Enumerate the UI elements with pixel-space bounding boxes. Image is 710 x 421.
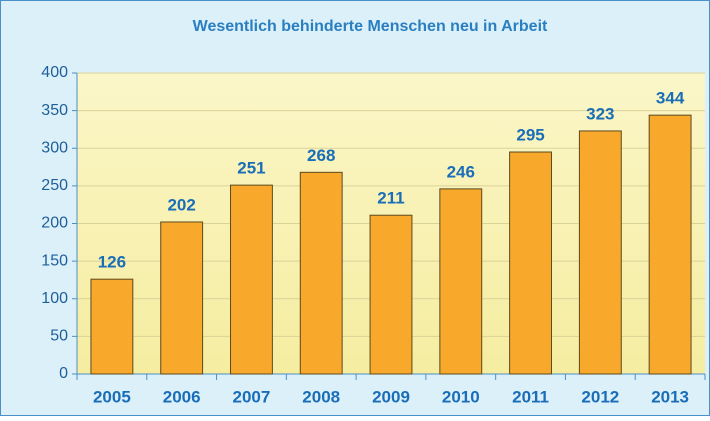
- bar: [578, 130, 622, 375]
- data-label: 246: [447, 162, 475, 181]
- data-label: 126: [98, 253, 126, 272]
- data-label: 211: [377, 189, 404, 208]
- bar: [160, 221, 204, 375]
- x-tick-label: 2011: [512, 387, 549, 406]
- x-tick-label: 2010: [442, 387, 480, 406]
- x-tick-label: 2007: [233, 387, 271, 406]
- x-tick-label: 2005: [93, 387, 131, 406]
- y-tick-label: 200: [41, 215, 68, 232]
- data-label: 323: [586, 104, 614, 123]
- data-label: 202: [167, 195, 195, 214]
- x-tick-label: 2012: [581, 387, 619, 406]
- data-label: 251: [237, 159, 265, 178]
- y-tick-label: 150: [41, 252, 68, 269]
- bar: [230, 184, 273, 375]
- bar: [439, 188, 483, 375]
- bar: [509, 151, 552, 375]
- x-tick-label: 2013: [651, 387, 689, 406]
- y-tick-label: 50: [50, 328, 68, 345]
- data-label: 268: [307, 146, 335, 165]
- y-tick-label: 350: [41, 102, 68, 119]
- y-tick-label: 400: [41, 64, 68, 81]
- x-tick-label: 2008: [302, 387, 340, 406]
- bar: [299, 171, 343, 375]
- data-label: 295: [516, 125, 544, 144]
- chart-title: Wesentlich behinderte Menschen neu in Ar…: [193, 18, 548, 35]
- data-label: 344: [656, 89, 685, 108]
- y-tick-label: 300: [41, 139, 68, 156]
- bar: [648, 114, 692, 375]
- bar: [369, 214, 413, 375]
- x-tick-label: 2006: [163, 387, 201, 406]
- y-tick-label: 0: [59, 365, 68, 382]
- x-tick-label: 2009: [372, 387, 410, 406]
- y-tick-label: 100: [41, 290, 68, 307]
- y-tick-label: 250: [41, 177, 68, 194]
- bar: [90, 278, 134, 375]
